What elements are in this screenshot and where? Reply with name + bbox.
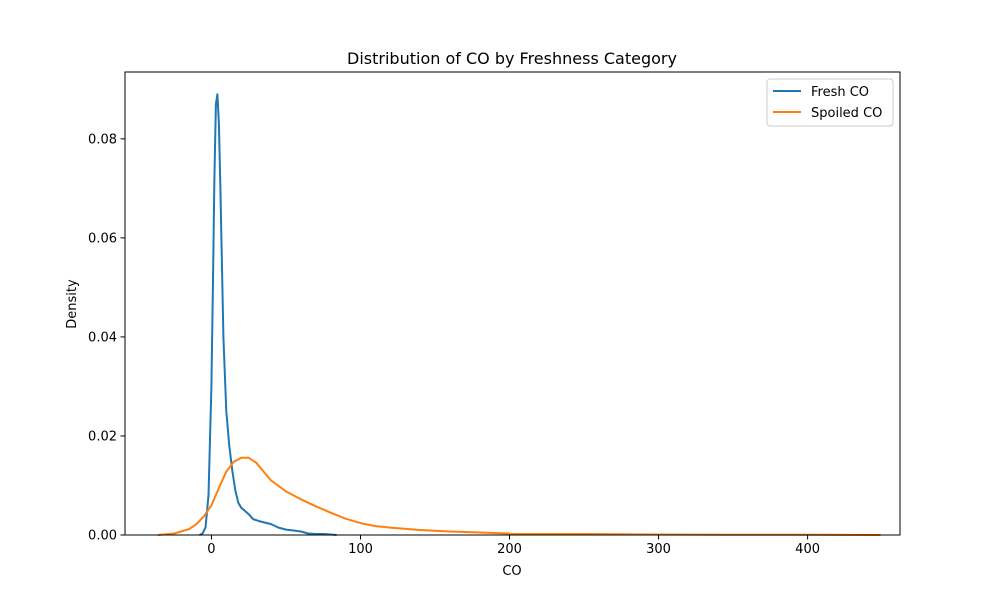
y-tick-label: 0.00 [88,529,117,544]
legend: Fresh CO Spoiled CO [766,78,894,127]
plot-lines [157,93,881,536]
legend-label-fresh-co: Fresh CO [811,85,869,100]
y-tick-label: 0.02 [88,429,117,444]
x-tick-label: 100 [348,542,373,557]
y-tick-label: 0.04 [88,330,117,345]
y-tick-label: 0.08 [88,132,117,147]
series-line-fresh-co [199,93,337,536]
y-axis-ticks: 0.00 0.02 0.04 0.06 0.08 [88,132,125,544]
legend-label-spoiled-co: Spoiled CO [811,106,882,121]
axes-frame [124,71,901,536]
chart-title: Distribution of CO by Freshness Category [347,49,677,68]
x-tick-label: 300 [646,542,671,557]
series-line-spoiled-co [157,456,881,536]
x-tick-label: 200 [497,542,522,557]
x-axis-ticks: 0 100 200 300 400 [207,535,820,557]
x-tick-label: 400 [795,542,820,557]
y-axis-title: Density [65,279,80,329]
x-tick-label: 0 [207,542,215,557]
x-axis-title: CO [502,564,521,579]
y-tick-label: 0.06 [88,231,117,246]
